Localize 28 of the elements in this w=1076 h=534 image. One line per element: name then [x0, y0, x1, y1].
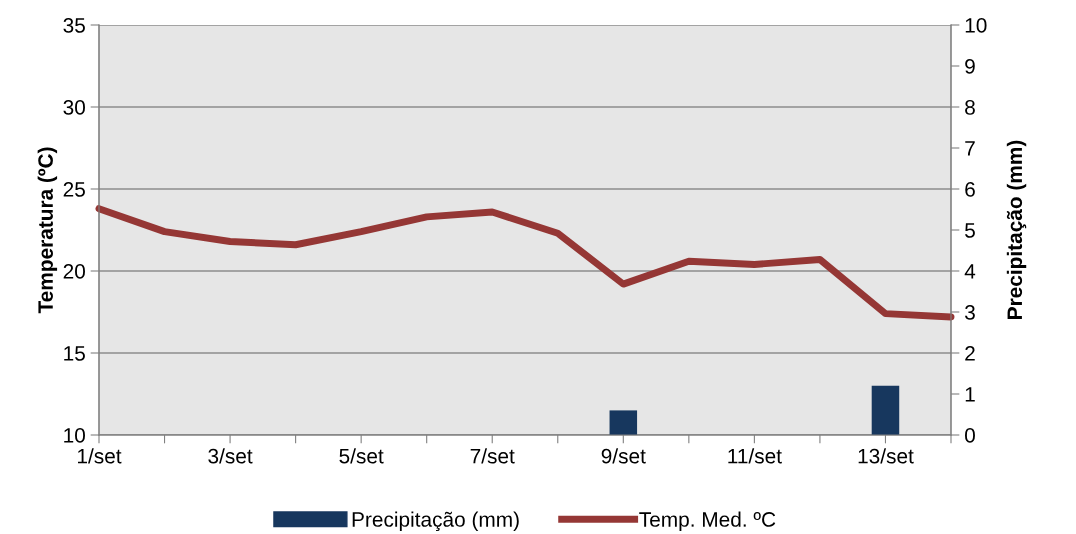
- legend-label: Temp. Med. ºC: [639, 511, 776, 531]
- y-tick-label: 20: [63, 264, 85, 279]
- y2-tick-label: 1: [965, 387, 975, 402]
- y2-axis-title: Precipitação (mm): [1006, 140, 1027, 319]
- y2-tick-label: 7: [965, 141, 975, 156]
- y2-tick-label: 4: [964, 264, 976, 279]
- y2-tick-label: 5: [965, 223, 975, 238]
- y2-tick-label: 10: [965, 18, 987, 33]
- y-tick-label: 15: [64, 346, 85, 361]
- legend-label: Precipitação (mm): [352, 511, 519, 532]
- x-tick-label: 13/set: [858, 448, 914, 464]
- x-tick-label: 9/set: [601, 448, 646, 464]
- x-tick-label: 5/set: [339, 448, 384, 464]
- y2-tick-label: 3: [964, 305, 975, 320]
- y2-tick-label: 2: [965, 346, 975, 361]
- y-tick-label: 35: [63, 18, 85, 33]
- y2-tick-label: 0: [965, 428, 975, 443]
- y-tick-label: 30: [63, 100, 85, 115]
- x-tick-label: 7/set: [470, 448, 515, 464]
- y2-tick-label: 9: [965, 59, 975, 74]
- x-tick-label: 3/set: [208, 448, 253, 464]
- y-axis-title: Temperatura (ºC): [37, 147, 58, 314]
- x-tick-label: 1/set: [78, 448, 122, 464]
- y-tick-label: 10: [64, 428, 85, 443]
- x-tick-label: 11/set: [728, 448, 782, 464]
- y-tick-label: 25: [63, 182, 85, 197]
- y2-tick-label: 6: [965, 182, 975, 197]
- y2-tick-label: 8: [965, 100, 975, 115]
